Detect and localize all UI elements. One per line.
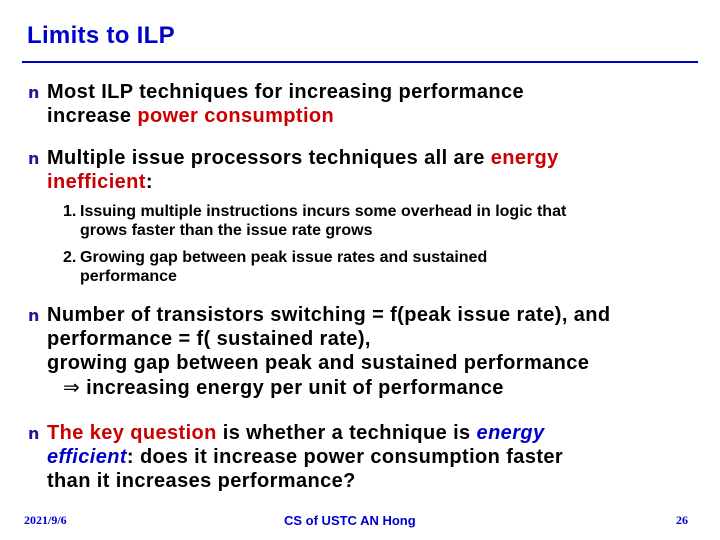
bullet-text: : does it increase power consumption fas… <box>126 446 564 468</box>
footer-date: 2021/9/6 <box>24 513 67 527</box>
bullet-line: increase power consumption <box>47 104 524 128</box>
bullet-line: The key question is whether a technique … <box>47 421 563 445</box>
implies-arrow-icon: ⇒ <box>63 375 81 399</box>
bullet-text: increase <box>47 105 138 127</box>
bullet-line: Most ILP techniques for increasing perfo… <box>47 81 525 103</box>
bullet-text: : <box>145 171 153 193</box>
bullet-marker: n <box>28 424 40 443</box>
emphasis-text: energy <box>490 147 559 169</box>
bullet-energy-inefficient: n Multiple issue processors techniques a… <box>28 146 559 194</box>
emphasis-text: efficient <box>47 446 127 468</box>
subitem-number: 1. <box>63 203 77 220</box>
bullet-line: Multiple issue processors techniques all… <box>47 146 559 170</box>
emphasis-text: power consumption <box>137 105 335 127</box>
emphasis-text: The key question <box>47 422 217 444</box>
bullet-key-question: n The key question is whether a techniqu… <box>28 421 563 493</box>
bullet-marker: n <box>28 149 40 168</box>
emphasis-text: energy <box>476 422 545 444</box>
page-number: 26 <box>676 513 688 527</box>
bullet-line: growing gap between peak and sustained p… <box>47 352 590 374</box>
subitem-line: Issuing multiple instructions incurs som… <box>80 203 567 220</box>
slide-title: Limits to ILP <box>27 22 175 49</box>
bullet-marker: n <box>28 83 40 102</box>
bullet-line: than it increases performance? <box>47 470 356 492</box>
title-divider <box>22 61 698 63</box>
bullet-line: performance = f( sustained rate), <box>47 328 371 350</box>
footer-course: CS of USTC AN Hong <box>284 513 416 528</box>
bullet-line: inefficient: <box>47 170 559 194</box>
subitem-overhead: 1. Issuing multiple instructions incurs … <box>63 202 566 240</box>
bullet-power-consumption: n Most ILP techniques for increasing per… <box>28 80 524 128</box>
subitem-growing-gap: 2. Growing gap between peak issue rates … <box>63 248 487 286</box>
bullet-transistors-switching: n Number of transistors switching = f(pe… <box>28 303 610 400</box>
emphasis-text: inefficient <box>47 171 146 193</box>
subitem-line: Growing gap between peak issue rates and… <box>80 249 488 266</box>
bullet-text: Multiple issue processors techniques all… <box>47 147 491 169</box>
subitem-line: performance <box>80 268 177 285</box>
bullet-line: efficient: does it increase power consum… <box>47 445 563 469</box>
bullet-line: ⇒ increasing energy per unit of performa… <box>47 375 610 400</box>
bullet-text: is whether a technique is <box>216 422 477 444</box>
bullet-marker: n <box>28 306 40 325</box>
bullet-line: Number of transistors switching = f(peak… <box>47 304 611 326</box>
subitem-number: 2. <box>63 249 77 266</box>
bullet-text: increasing energy per unit of performanc… <box>80 377 504 399</box>
subitem-line: grows faster than the issue rate grows <box>80 222 373 239</box>
